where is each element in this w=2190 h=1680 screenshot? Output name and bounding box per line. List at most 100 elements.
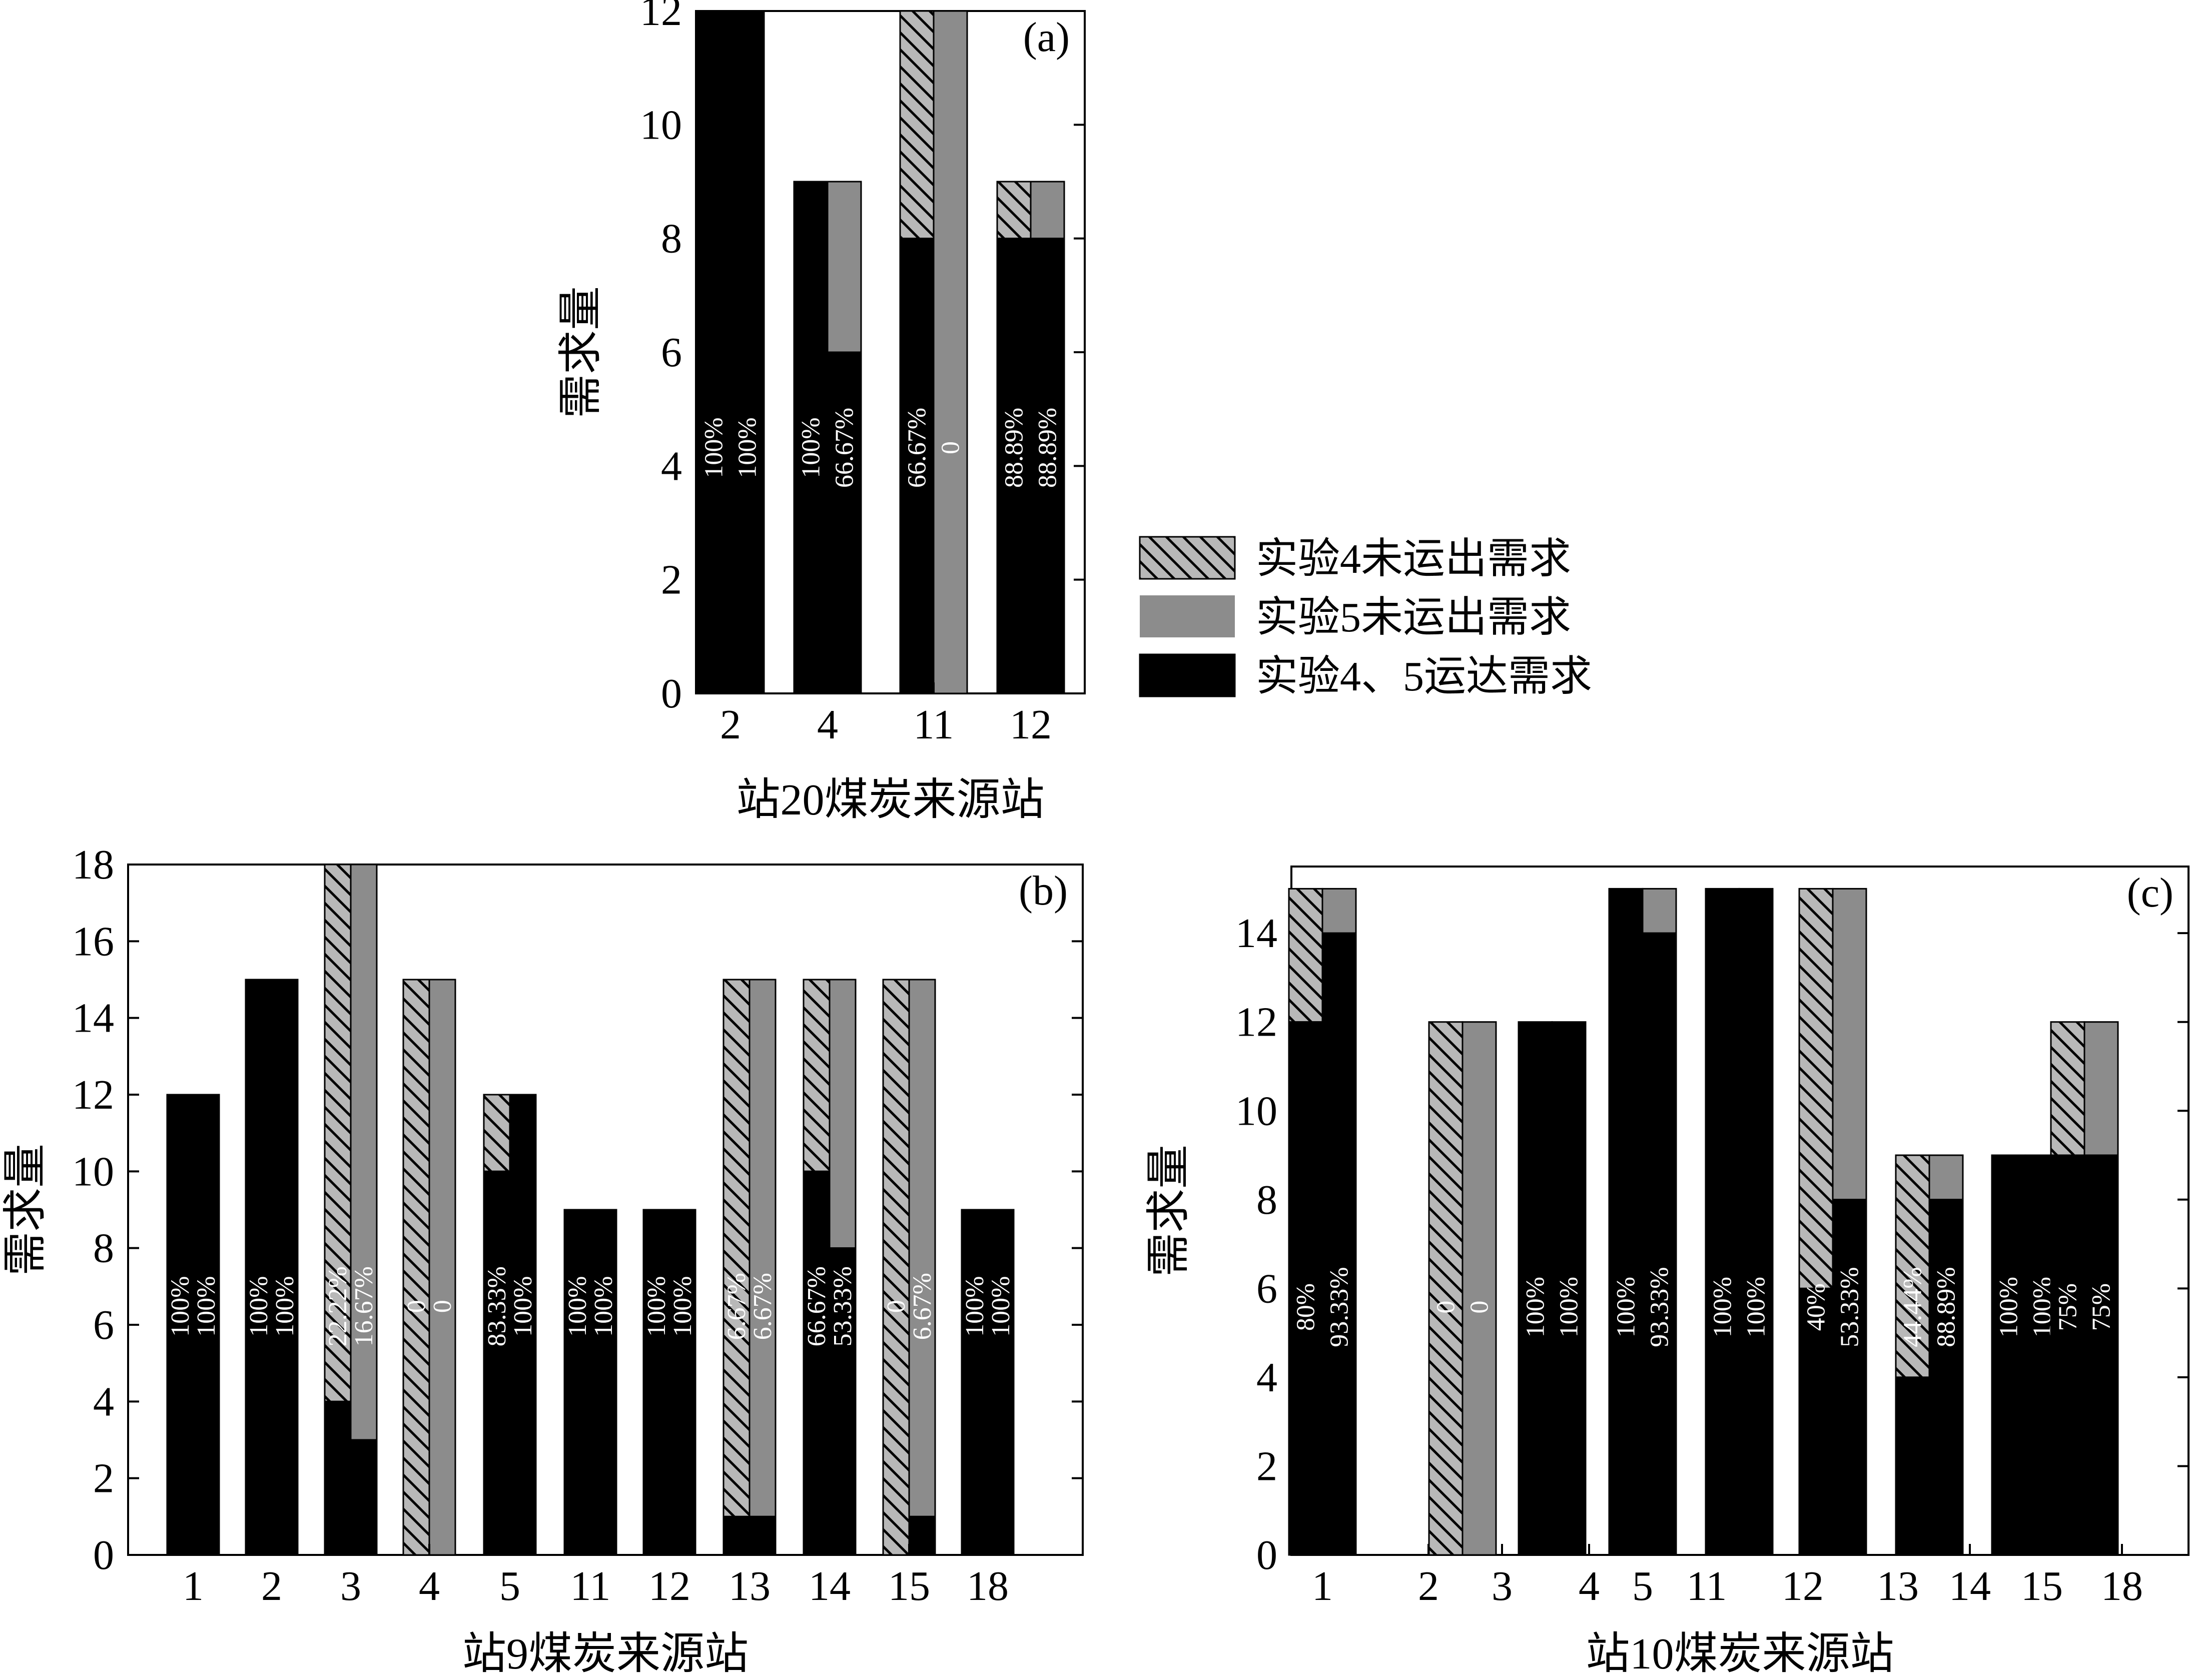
legend-swatch-met [1139, 653, 1236, 697]
bar-unmet-exp5 [933, 10, 968, 694]
bar-percent-label: 100% [245, 1276, 273, 1337]
bar-met-exp5 [192, 1094, 220, 1556]
bar-met-exp4 [1895, 1376, 1930, 1556]
bar-percent-label: 0 [428, 1300, 457, 1313]
y-tick-label: 8 [661, 216, 682, 262]
bar-percent-label: 100% [668, 1276, 697, 1337]
bar-met-exp4 [961, 1209, 989, 1556]
x-tick-label: 1 [1312, 1563, 1333, 1609]
bar-unmet-exp4 [1288, 888, 1323, 1023]
x-tick-label: 18 [2101, 1563, 2143, 1609]
y-tick-label: 2 [661, 557, 682, 603]
bar-unmet-exp5 [428, 979, 456, 1556]
bar-met-exp5 [827, 351, 862, 694]
y-tick-label: 12 [640, 0, 682, 35]
bar-met-exp5 [271, 979, 299, 1556]
bar-met-exp4 [1705, 888, 1740, 1556]
bar-met-exp4 [793, 181, 829, 694]
bar-met-exp5 [1642, 932, 1677, 1556]
bar-percent-label: 6.67% [908, 1273, 937, 1340]
legend-label-met: 实验4、5运达需求 [1256, 653, 1592, 700]
y-tick-label: 4 [1256, 1354, 1277, 1401]
x-tick-label: 4 [817, 701, 838, 748]
y-tick-label: 2 [93, 1455, 114, 1502]
bar-percent-label: 0 [937, 441, 965, 454]
bar-percent-label: 100% [1555, 1277, 1584, 1337]
x-tick-label: 5 [1632, 1563, 1653, 1609]
bar-met-exp4 [483, 1170, 511, 1556]
bar-percent-label: 100% [563, 1276, 592, 1337]
x-tick-label: 1 [183, 1563, 204, 1609]
bar-percent-label: 100% [961, 1276, 989, 1337]
bar-percent-label: 88.89% [1034, 408, 1062, 488]
panel-label: (c) [2127, 870, 2173, 916]
y-tick-label: 6 [93, 1302, 114, 1348]
x-tick-label: 2 [720, 701, 741, 748]
bar-met-exp4 [803, 1170, 831, 1556]
x-tick-label: 11 [570, 1563, 611, 1609]
legend-swatch-unmet4 [1139, 536, 1236, 580]
y-tick-label: 0 [93, 1532, 114, 1578]
bar-met-exp4 [1991, 1154, 2026, 1556]
x-tick-label: 13 [1877, 1563, 1919, 1609]
legend-label-unmet5: 实验5未运出需求 [1256, 594, 1571, 641]
y-tick-label: 18 [72, 842, 114, 888]
y-tick-label: 12 [1235, 999, 1277, 1046]
bar-percent-label: 66.67% [831, 408, 859, 488]
bar-percent-label: 100% [271, 1276, 299, 1337]
bar-met-exp5 [1030, 238, 1065, 694]
bar-percent-label: 88.89% [1000, 408, 1029, 488]
bar-met-exp4 [563, 1209, 591, 1556]
x-tick-label: 14 [1949, 1563, 1991, 1609]
bar-met-exp5 [749, 1515, 777, 1556]
bar-met-exp5 [729, 10, 765, 694]
x-tick-label: 4 [419, 1563, 440, 1609]
x-tick-label: 2 [1418, 1563, 1439, 1609]
y-tick-label: 6 [1256, 1265, 1277, 1312]
bar-percent-label: 100% [509, 1276, 537, 1337]
y-axis-title: 需求量 [2, 1144, 50, 1276]
y-tick-label: 14 [1235, 910, 1277, 957]
bar-met-exp4 [1288, 1021, 1323, 1556]
x-tick-label: 3 [340, 1563, 361, 1609]
panel-label: (b) [1019, 868, 1068, 914]
bar-unmet-exp4 [2050, 1021, 2085, 1156]
bar-unmet-exp5 [829, 979, 857, 1249]
y-tick-label: 6 [661, 329, 682, 376]
x-tick-label: 13 [728, 1563, 771, 1609]
bar-met-exp4 [1608, 888, 1644, 1556]
bar-met-exp5 [668, 1209, 696, 1556]
bar-met-exp4 [722, 1515, 751, 1556]
bar-met-exp4 [1798, 1287, 1834, 1556]
bar-percent-label: 100% [987, 1276, 1015, 1337]
bar-percent-label: 75% [2054, 1283, 2082, 1331]
x-tick-label: 18 [967, 1563, 1009, 1609]
bar-percent-label: 83.33% [483, 1266, 511, 1346]
bar-percent-label: 80% [1292, 1283, 1320, 1331]
y-tick-label: 2 [1256, 1443, 1277, 1489]
bar-unmet-exp5 [1642, 888, 1677, 934]
bar-percent-label: 100% [589, 1276, 618, 1337]
x-tick-label: 2 [261, 1563, 282, 1609]
bar-unmet-exp4 [899, 10, 935, 240]
x-tick-label: 11 [914, 701, 954, 748]
bar-unmet-exp5 [350, 864, 378, 1441]
bar-percent-label: 88.89% [1932, 1267, 1961, 1347]
bar-met-exp5 [1551, 1021, 1587, 1556]
bar-met-exp5 [987, 1209, 1015, 1556]
bar-percent-label: 22.22% [324, 1266, 352, 1346]
bar-unmet-exp4 [402, 979, 430, 1556]
bar-percent-label: 0 [402, 1300, 431, 1313]
bar-percent-label: 100% [1995, 1277, 2023, 1337]
bar-percent-label: 0 [1466, 1301, 1494, 1314]
bar-unmet-exp4 [1428, 1021, 1464, 1556]
x-tick-label: 4 [1579, 1563, 1600, 1609]
bar-percent-label: 100% [797, 417, 826, 478]
bar-percent-label: 0 [882, 1300, 911, 1313]
bar-unmet-exp4 [1895, 1154, 1930, 1378]
bar-percent-label: 100% [734, 417, 762, 478]
